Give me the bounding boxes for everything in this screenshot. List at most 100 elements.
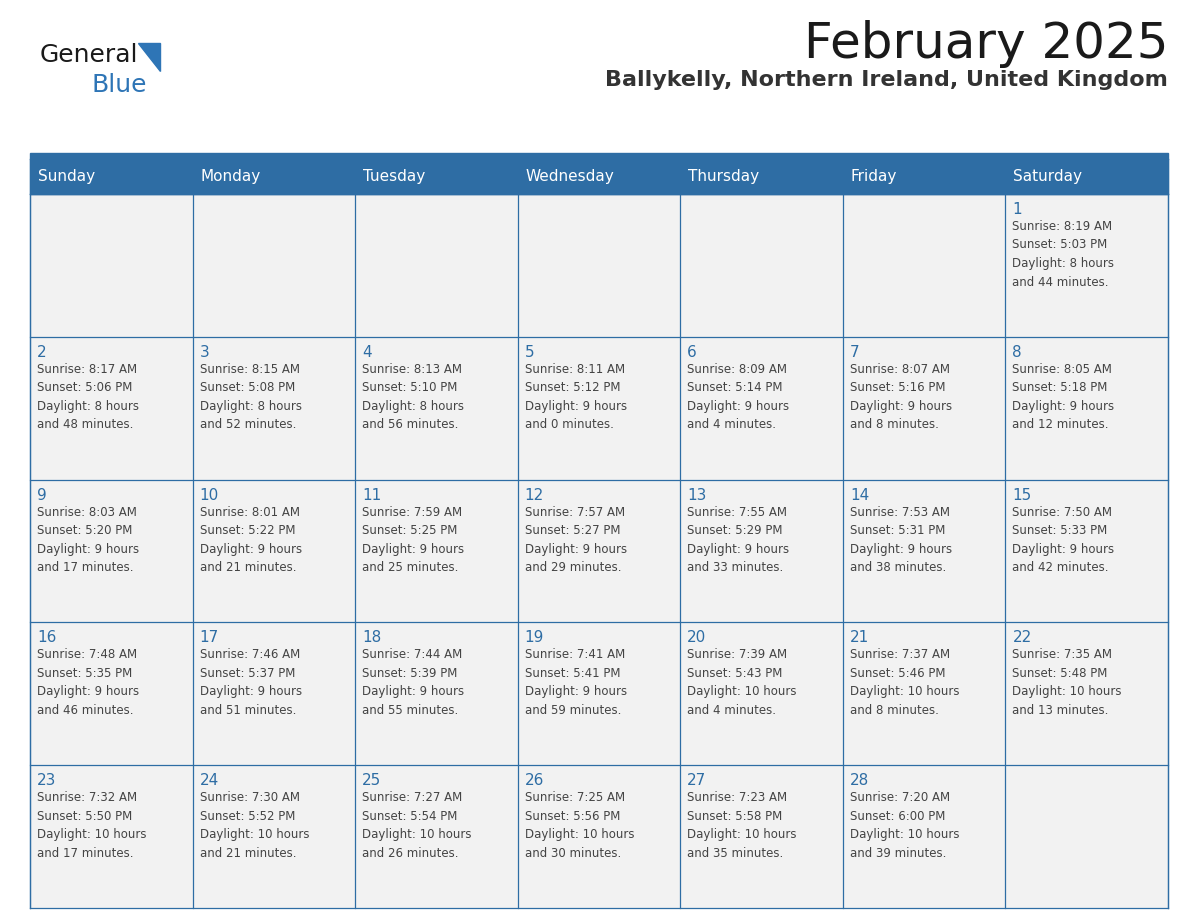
Bar [192,479,355,622]
Bar [1005,337,1168,479]
Bar [1005,194,1168,337]
Text: Sunrise: 7:59 AM
Sunset: 5:25 PM
Daylight: 9 hours
and 25 minutes.: Sunrise: 7:59 AM Sunset: 5:25 PM Dayligh… [362,506,465,574]
Text: Sunrise: 8:15 AM
Sunset: 5:08 PM
Daylight: 8 hours
and 52 minutes.: Sunrise: 8:15 AM Sunset: 5:08 PM Dayligh… [200,363,302,431]
Text: Sunrise: 7:30 AM
Sunset: 5:52 PM
Daylight: 10 hours
and 21 minutes.: Sunrise: 7:30 AM Sunset: 5:52 PM Dayligh… [200,791,309,859]
Bar [518,479,681,622]
Text: 4: 4 [362,345,372,360]
Text: Tuesday: Tuesday [364,169,425,184]
Bar [355,622,518,766]
Bar [30,766,192,908]
Text: 17: 17 [200,631,219,645]
Text: Saturday: Saturday [1013,169,1082,184]
Text: 24: 24 [200,773,219,789]
Bar [355,337,518,479]
Bar [30,337,192,479]
Text: 28: 28 [849,773,870,789]
Text: Sunrise: 7:46 AM
Sunset: 5:37 PM
Daylight: 9 hours
and 51 minutes.: Sunrise: 7:46 AM Sunset: 5:37 PM Dayligh… [200,648,302,717]
Text: Sunrise: 7:25 AM
Sunset: 5:56 PM
Daylight: 10 hours
and 30 minutes.: Sunrise: 7:25 AM Sunset: 5:56 PM Dayligh… [525,791,634,859]
Bar [842,194,1005,337]
Text: Sunrise: 8:13 AM
Sunset: 5:10 PM
Daylight: 8 hours
and 56 minutes.: Sunrise: 8:13 AM Sunset: 5:10 PM Dayligh… [362,363,465,431]
Text: General: General [40,43,139,67]
Bar [1005,479,1168,622]
Text: 5: 5 [525,345,535,360]
Text: Sunrise: 7:35 AM
Sunset: 5:48 PM
Daylight: 10 hours
and 13 minutes.: Sunrise: 7:35 AM Sunset: 5:48 PM Dayligh… [1012,648,1121,717]
Bar [1005,766,1168,908]
Bar [518,194,681,337]
Text: Sunrise: 7:57 AM
Sunset: 5:27 PM
Daylight: 9 hours
and 29 minutes.: Sunrise: 7:57 AM Sunset: 5:27 PM Dayligh… [525,506,627,574]
Text: 1: 1 [1012,202,1022,217]
Text: Sunrise: 8:19 AM
Sunset: 5:03 PM
Daylight: 8 hours
and 44 minutes.: Sunrise: 8:19 AM Sunset: 5:03 PM Dayligh… [1012,220,1114,288]
Text: Sunrise: 7:23 AM
Sunset: 5:58 PM
Daylight: 10 hours
and 35 minutes.: Sunrise: 7:23 AM Sunset: 5:58 PM Dayligh… [688,791,797,859]
Text: Sunrise: 7:37 AM
Sunset: 5:46 PM
Daylight: 10 hours
and 8 minutes.: Sunrise: 7:37 AM Sunset: 5:46 PM Dayligh… [849,648,960,717]
Bar [518,337,681,479]
Text: Sunrise: 8:11 AM
Sunset: 5:12 PM
Daylight: 9 hours
and 0 minutes.: Sunrise: 8:11 AM Sunset: 5:12 PM Dayligh… [525,363,627,431]
Text: Friday: Friday [851,169,897,184]
Text: 27: 27 [688,773,707,789]
Text: 3: 3 [200,345,209,360]
Bar [842,622,1005,766]
Text: Sunrise: 7:27 AM
Sunset: 5:54 PM
Daylight: 10 hours
and 26 minutes.: Sunrise: 7:27 AM Sunset: 5:54 PM Dayligh… [362,791,472,859]
Text: 21: 21 [849,631,870,645]
Bar [681,622,842,766]
Bar [681,337,842,479]
Text: Sunday: Sunday [38,169,95,184]
Polygon shape [138,43,160,71]
Text: 12: 12 [525,487,544,502]
Bar [842,479,1005,622]
Text: Sunrise: 7:48 AM
Sunset: 5:35 PM
Daylight: 9 hours
and 46 minutes.: Sunrise: 7:48 AM Sunset: 5:35 PM Dayligh… [37,648,139,717]
Bar [681,479,842,622]
Bar [1005,622,1168,766]
Text: 6: 6 [688,345,697,360]
Bar [192,337,355,479]
Text: 10: 10 [200,487,219,502]
Text: 18: 18 [362,631,381,645]
Bar [30,194,192,337]
Bar [681,194,842,337]
Text: Sunrise: 8:07 AM
Sunset: 5:16 PM
Daylight: 9 hours
and 8 minutes.: Sunrise: 8:07 AM Sunset: 5:16 PM Dayligh… [849,363,952,431]
Text: Sunrise: 7:53 AM
Sunset: 5:31 PM
Daylight: 9 hours
and 38 minutes.: Sunrise: 7:53 AM Sunset: 5:31 PM Dayligh… [849,506,952,574]
Text: Monday: Monday [201,169,261,184]
Text: 14: 14 [849,487,870,502]
Bar [30,622,192,766]
Text: Sunrise: 7:50 AM
Sunset: 5:33 PM
Daylight: 9 hours
and 42 minutes.: Sunrise: 7:50 AM Sunset: 5:33 PM Dayligh… [1012,506,1114,574]
Text: 9: 9 [37,487,46,502]
Text: Sunrise: 7:41 AM
Sunset: 5:41 PM
Daylight: 9 hours
and 59 minutes.: Sunrise: 7:41 AM Sunset: 5:41 PM Dayligh… [525,648,627,717]
Text: Sunrise: 7:39 AM
Sunset: 5:43 PM
Daylight: 10 hours
and 4 minutes.: Sunrise: 7:39 AM Sunset: 5:43 PM Dayligh… [688,648,797,717]
Bar [518,622,681,766]
Bar [518,766,681,908]
Bar [842,337,1005,479]
Text: Sunrise: 8:03 AM
Sunset: 5:20 PM
Daylight: 9 hours
and 17 minutes.: Sunrise: 8:03 AM Sunset: 5:20 PM Dayligh… [37,506,139,574]
Text: 13: 13 [688,487,707,502]
Text: Wednesday: Wednesday [526,169,614,184]
Text: Sunrise: 7:55 AM
Sunset: 5:29 PM
Daylight: 9 hours
and 33 minutes.: Sunrise: 7:55 AM Sunset: 5:29 PM Dayligh… [688,506,789,574]
Text: 16: 16 [37,631,56,645]
Bar [192,622,355,766]
Bar [355,479,518,622]
Text: Blue: Blue [91,73,147,97]
Text: 19: 19 [525,631,544,645]
Text: Sunrise: 8:01 AM
Sunset: 5:22 PM
Daylight: 9 hours
and 21 minutes.: Sunrise: 8:01 AM Sunset: 5:22 PM Dayligh… [200,506,302,574]
Bar [192,766,355,908]
Text: 25: 25 [362,773,381,789]
Text: 15: 15 [1012,487,1031,502]
Text: Sunrise: 7:32 AM
Sunset: 5:50 PM
Daylight: 10 hours
and 17 minutes.: Sunrise: 7:32 AM Sunset: 5:50 PM Dayligh… [37,791,146,859]
Bar [30,153,1168,159]
Text: 23: 23 [37,773,56,789]
Text: 8: 8 [1012,345,1022,360]
Text: 22: 22 [1012,631,1031,645]
Text: Sunrise: 8:05 AM
Sunset: 5:18 PM
Daylight: 9 hours
and 12 minutes.: Sunrise: 8:05 AM Sunset: 5:18 PM Dayligh… [1012,363,1114,431]
Bar [30,479,192,622]
Bar [355,766,518,908]
Text: Sunrise: 8:17 AM
Sunset: 5:06 PM
Daylight: 8 hours
and 48 minutes.: Sunrise: 8:17 AM Sunset: 5:06 PM Dayligh… [37,363,139,431]
Bar [842,766,1005,908]
Text: Sunrise: 8:09 AM
Sunset: 5:14 PM
Daylight: 9 hours
and 4 minutes.: Sunrise: 8:09 AM Sunset: 5:14 PM Dayligh… [688,363,789,431]
Text: 2: 2 [37,345,46,360]
Text: 20: 20 [688,631,707,645]
Text: 26: 26 [525,773,544,789]
Text: Ballykelly, Northern Ireland, United Kingdom: Ballykelly, Northern Ireland, United Kin… [605,70,1168,90]
Bar [681,766,842,908]
Text: Sunrise: 7:44 AM
Sunset: 5:39 PM
Daylight: 9 hours
and 55 minutes.: Sunrise: 7:44 AM Sunset: 5:39 PM Dayligh… [362,648,465,717]
Text: Sunrise: 7:20 AM
Sunset: 6:00 PM
Daylight: 10 hours
and 39 minutes.: Sunrise: 7:20 AM Sunset: 6:00 PM Dayligh… [849,791,960,859]
Bar [355,194,518,337]
Bar [30,159,1168,194]
